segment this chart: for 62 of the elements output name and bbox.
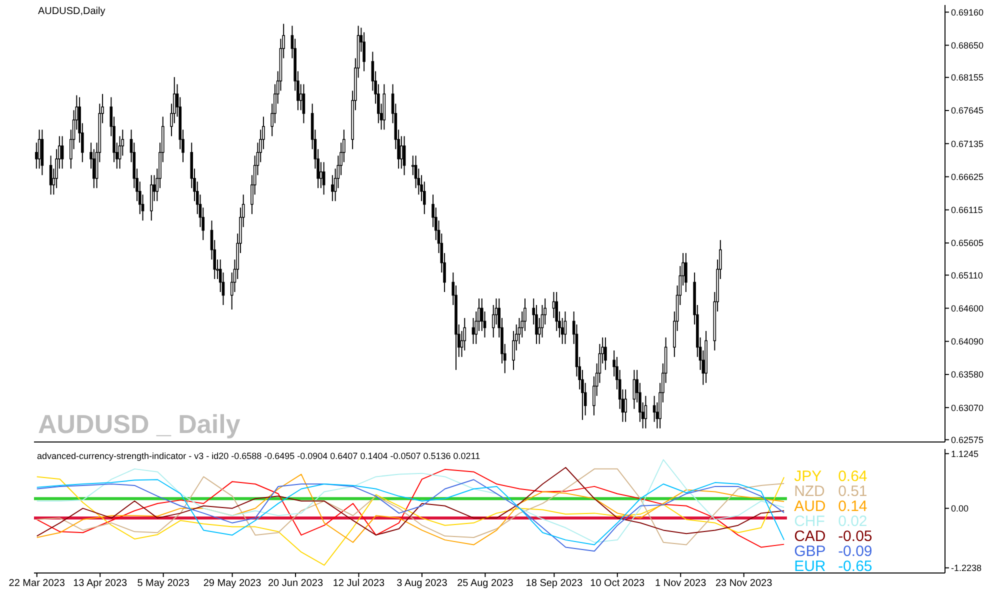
candlestick xyxy=(412,155,414,176)
candlestick xyxy=(35,142,38,170)
x-tick-label: 20 Jun 2023 xyxy=(268,578,324,590)
series-label: CHF xyxy=(794,513,826,530)
y-tick-label: 0.68650 xyxy=(951,40,984,50)
chart-title: AUDUSD,Daily xyxy=(38,6,106,17)
y-tick-label: 0.68155 xyxy=(951,72,984,83)
x-tick-label: 18 Sep 2023 xyxy=(526,578,583,590)
candlestick xyxy=(320,162,322,189)
y-tick-label: 0.62575 xyxy=(951,434,984,445)
annotation: 0.14 xyxy=(838,498,868,515)
y-tick-label: 0.64600 xyxy=(951,303,984,314)
y-tick-label: 0.67135 xyxy=(951,138,984,149)
series-label: NZD xyxy=(794,483,826,500)
candlestick xyxy=(362,32,366,72)
y-tick-label: 0.67645 xyxy=(951,106,984,116)
annotation: 0.64 xyxy=(838,468,868,485)
y-tick-label: 0.63070 xyxy=(951,402,984,413)
annotation: -0.05 xyxy=(838,528,872,545)
candlestick xyxy=(644,395,648,429)
x-tick-label: 5 May 2023 xyxy=(137,578,190,590)
text: GBP xyxy=(794,543,827,560)
series-label: JPY xyxy=(794,468,823,485)
annotation: -0.09 xyxy=(838,543,872,560)
y-tick-label: 0.65605 xyxy=(951,238,984,248)
x-tick-label: 3 Aug 2023 xyxy=(396,578,448,590)
candlestick xyxy=(322,162,326,196)
candlestick xyxy=(684,252,688,293)
x-tick-label: 23 Nov 2023 xyxy=(715,578,773,590)
y-tick-label: 0.64090 xyxy=(951,336,984,347)
x-tick-label: 12 Jul 2023 xyxy=(332,578,386,590)
x-tick-label: 29 May 2023 xyxy=(203,578,262,590)
candlestick xyxy=(302,84,306,124)
annotation: AUDUSD _ Daily xyxy=(38,409,240,440)
candlestick xyxy=(60,136,64,170)
y-tick-label: 0.66115 xyxy=(951,205,983,216)
x-tick-label: 22 Mar 2023 xyxy=(8,578,66,590)
y-tick-label: 0.66625 xyxy=(951,172,984,182)
line-series xyxy=(36,476,785,566)
y-tick-label: -1.2238 xyxy=(951,563,982,574)
x-tick-label: 10 Oct 2023 xyxy=(590,578,646,590)
y-tick-label: 0.69160 xyxy=(951,7,984,18)
annotation: 0.02 xyxy=(838,513,868,530)
annotation: -0.65 xyxy=(838,558,872,575)
y-tick-label: 0.65110 xyxy=(951,270,983,280)
x-tick-label: 13 Apr 2023 xyxy=(73,578,128,590)
candlestick xyxy=(331,174,334,202)
candlestick xyxy=(604,336,607,370)
candlestick xyxy=(402,136,406,176)
candlestick xyxy=(624,388,627,422)
y-tick-label: 0.63580 xyxy=(951,370,984,380)
chart-title: advanced-currency-strength-indicator - v3 - id20 -0.6588 -0.6495 -0.0904 0.6407 0.1404 -0.0507 0.5136 0.0211 xyxy=(37,451,480,461)
series-label: CAD xyxy=(794,528,827,545)
x-tick-label: 25 Aug 2023 xyxy=(457,578,514,590)
candlestick xyxy=(49,155,52,196)
candlestick xyxy=(400,136,403,170)
y-tick-label: 1.1245 xyxy=(951,448,979,459)
y-tick-label: 0.00 xyxy=(951,504,969,514)
series-label: AUD xyxy=(794,498,827,515)
x-tick-label: 1 Nov 2023 xyxy=(655,578,707,590)
series-label: EUR xyxy=(794,558,827,575)
annotation: 0.51 xyxy=(838,483,868,500)
